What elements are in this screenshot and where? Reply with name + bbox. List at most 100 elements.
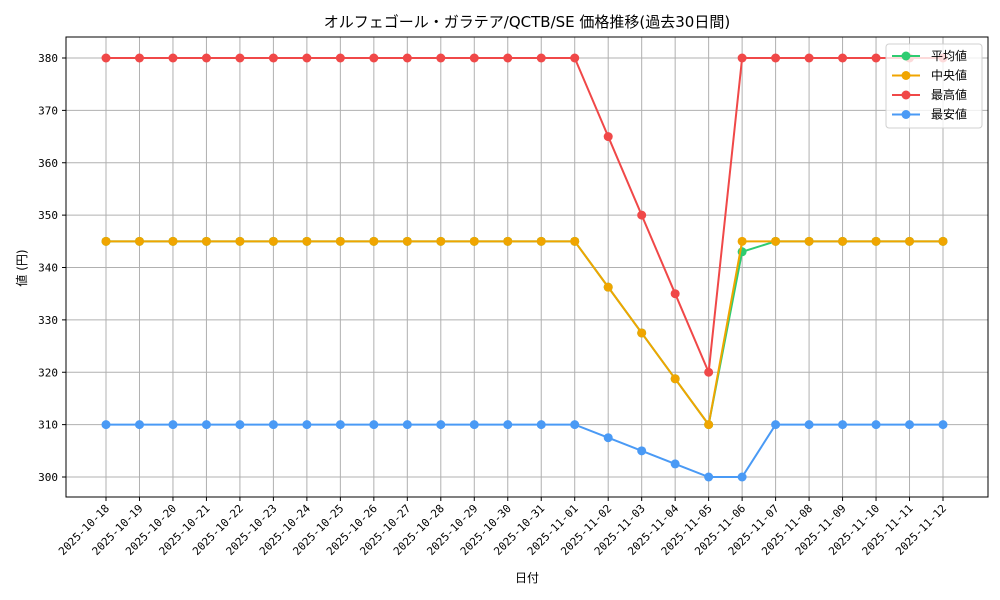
data-point: [268, 236, 278, 246]
data-point: [804, 236, 814, 246]
data-point: [268, 53, 278, 63]
data-point: [838, 236, 848, 246]
data-point: [704, 420, 714, 430]
data-point: [402, 53, 412, 63]
data-point: [268, 420, 278, 430]
data-point: [670, 459, 680, 469]
data-point: [737, 472, 747, 482]
data-point: [603, 132, 613, 142]
data-point: [704, 367, 714, 377]
y-tick-label: 370: [38, 104, 58, 117]
data-point: [503, 53, 513, 63]
data-point: [369, 420, 379, 430]
data-point: [603, 433, 613, 443]
data-point: [134, 53, 144, 63]
y-tick-label: 340: [38, 262, 58, 275]
data-point: [436, 420, 446, 430]
y-axis-label: 値 (円): [14, 249, 29, 286]
data-point: [637, 210, 647, 220]
data-point: [101, 53, 111, 63]
data-point: [938, 236, 948, 246]
data-point: [168, 53, 178, 63]
y-tick-label: 320: [38, 366, 58, 379]
data-point: [101, 236, 111, 246]
data-point: [670, 289, 680, 299]
y-tick-label: 330: [38, 314, 58, 327]
data-point: [570, 53, 580, 63]
data-point: [871, 53, 881, 63]
series-line: [101, 236, 948, 430]
data-point: [737, 236, 747, 246]
y-axis-ticks: 300 310 320 330 340 350 360 370 380: [38, 52, 66, 484]
y-tick-label: 350: [38, 209, 58, 222]
y-tick-label: 360: [38, 157, 58, 170]
legend-item: 最高値: [892, 87, 967, 102]
series-line: [101, 53, 948, 377]
data-point: [201, 53, 211, 63]
data-point: [235, 420, 245, 430]
data-point: [369, 53, 379, 63]
data-point: [302, 420, 312, 430]
data-point: [637, 328, 647, 338]
data-point: [134, 236, 144, 246]
y-tick-label: 310: [38, 419, 58, 432]
data-point: [603, 282, 613, 292]
legend-label: 中央値: [931, 68, 967, 83]
data-point: [335, 420, 345, 430]
legend-item: 最安値: [892, 107, 967, 122]
data-point: [637, 446, 647, 456]
legend-item: 中央値: [892, 68, 967, 83]
data-point: [235, 53, 245, 63]
data-point: [871, 236, 881, 246]
data-point: [838, 53, 848, 63]
data-point: [201, 236, 211, 246]
y-tick-label: 300: [38, 471, 58, 484]
data-point: [503, 420, 513, 430]
data-point: [369, 236, 379, 246]
data-point: [335, 236, 345, 246]
data-point: [134, 420, 144, 430]
legend-label: 最高値: [931, 87, 967, 102]
y-tick-label: 380: [38, 52, 58, 65]
data-point: [436, 53, 446, 63]
data-point: [469, 53, 479, 63]
data-point: [402, 420, 412, 430]
data-point: [235, 236, 245, 246]
legend-box: [885, 43, 983, 129]
legend-item: 平均値: [892, 48, 967, 63]
legend-label: 最安値: [931, 107, 967, 122]
data-point: [436, 236, 446, 246]
series-line: [101, 236, 948, 430]
chart-title: オルフェゴール・ガラテア/QCTB/SE 価格推移(過去30日間): [324, 13, 730, 31]
data-point: [101, 420, 111, 430]
data-point: [804, 420, 814, 430]
data-point: [938, 420, 948, 430]
legend-label: 平均値: [931, 48, 967, 63]
data-point: [704, 472, 714, 482]
series-line: [101, 420, 948, 482]
data-point: [335, 53, 345, 63]
data-point: [905, 236, 915, 246]
data-point: [737, 53, 747, 63]
data-point: [469, 236, 479, 246]
data-point: [771, 53, 781, 63]
data-point: [536, 53, 546, 63]
data-point: [201, 420, 211, 430]
data-point: [503, 236, 513, 246]
x-axis-ticks: 2025-10-182025-10-192025-10-202025-10-21…: [56, 497, 949, 558]
data-point: [469, 420, 479, 430]
data-point: [570, 236, 580, 246]
data-point: [871, 420, 881, 430]
data-point: [905, 420, 915, 430]
data-point: [570, 420, 580, 430]
data-point: [168, 236, 178, 246]
data-point: [804, 53, 814, 63]
x-axis-label: 日付: [515, 571, 539, 585]
data-point: [536, 420, 546, 430]
data-point: [536, 236, 546, 246]
data-point: [168, 420, 178, 430]
data-point: [302, 53, 312, 63]
data-point: [838, 420, 848, 430]
